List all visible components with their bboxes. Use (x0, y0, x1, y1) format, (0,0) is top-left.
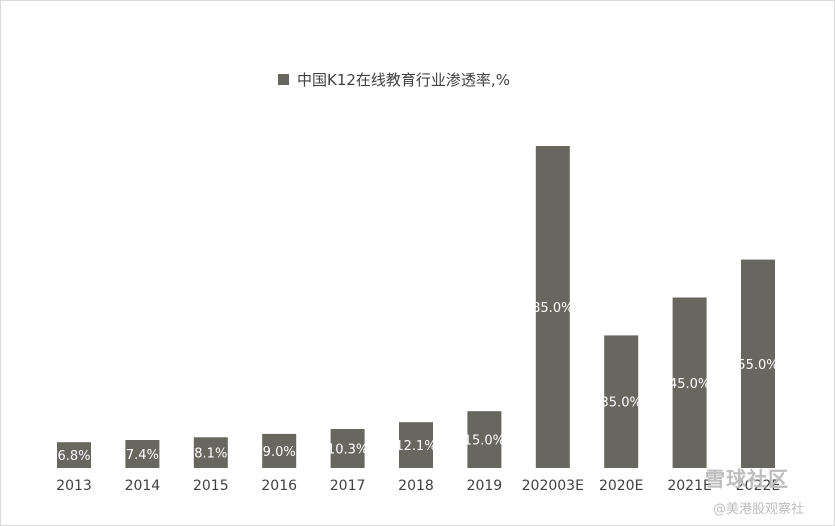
bar-2019 (467, 411, 502, 468)
x-tick-label-2013: 2013 (56, 478, 92, 494)
x-tick-label-2014: 2014 (125, 478, 161, 494)
bar-2018 (399, 422, 433, 468)
legend-swatch (278, 73, 289, 85)
bar-2017 (330, 429, 365, 468)
bar-2021E (672, 297, 707, 468)
chart-legend: 中国K12在线教育行业渗透率,% (278, 68, 510, 90)
legend-label: 中国K12在线教育行业渗透率,% (297, 70, 510, 89)
watermark-brand: 雪球社区 (705, 467, 789, 491)
x-tick-label-2021E: 2021E (667, 478, 711, 494)
bar-2015 (193, 437, 228, 468)
data-label-2017: 10.3% (327, 443, 368, 458)
x-tick-label-2020E: 2020E (599, 478, 643, 494)
data-label-2021E: 45.0% (669, 377, 710, 392)
bar-2014 (125, 440, 160, 468)
x-tick-label-2022E: 2022E (736, 478, 780, 494)
x-tick-label-2016: 2016 (261, 478, 297, 494)
data-label-2014: 7.4% (126, 448, 159, 463)
x-tick-label-2015: 2015 (193, 478, 229, 494)
bar-2013 (57, 442, 91, 468)
bar-2020E (604, 335, 639, 468)
data-label-2018: 12.1% (395, 439, 436, 454)
x-tick-label-2018: 2018 (398, 478, 434, 494)
data-label-2022E: 55.0% (737, 358, 778, 373)
data-label-2019: 15.0% (464, 434, 505, 449)
data-label-2020E: 35.0% (601, 396, 642, 411)
watermark-handle: @美港股观察社 (713, 502, 805, 517)
x-tick-label-202003E: 202003E (522, 478, 584, 494)
bar-202003E (535, 146, 570, 468)
data-label-2015: 8.1% (194, 447, 227, 462)
bar-2016 (262, 433, 297, 468)
bar-2022E (741, 259, 775, 468)
data-label-2016: 9.0% (263, 445, 296, 460)
x-tick-label-2019: 2019 (467, 478, 503, 494)
data-label-202003E: 85.0% (532, 301, 573, 316)
data-label-2013: 6.8% (57, 449, 90, 464)
x-tick-label-2017: 2017 (330, 478, 366, 494)
